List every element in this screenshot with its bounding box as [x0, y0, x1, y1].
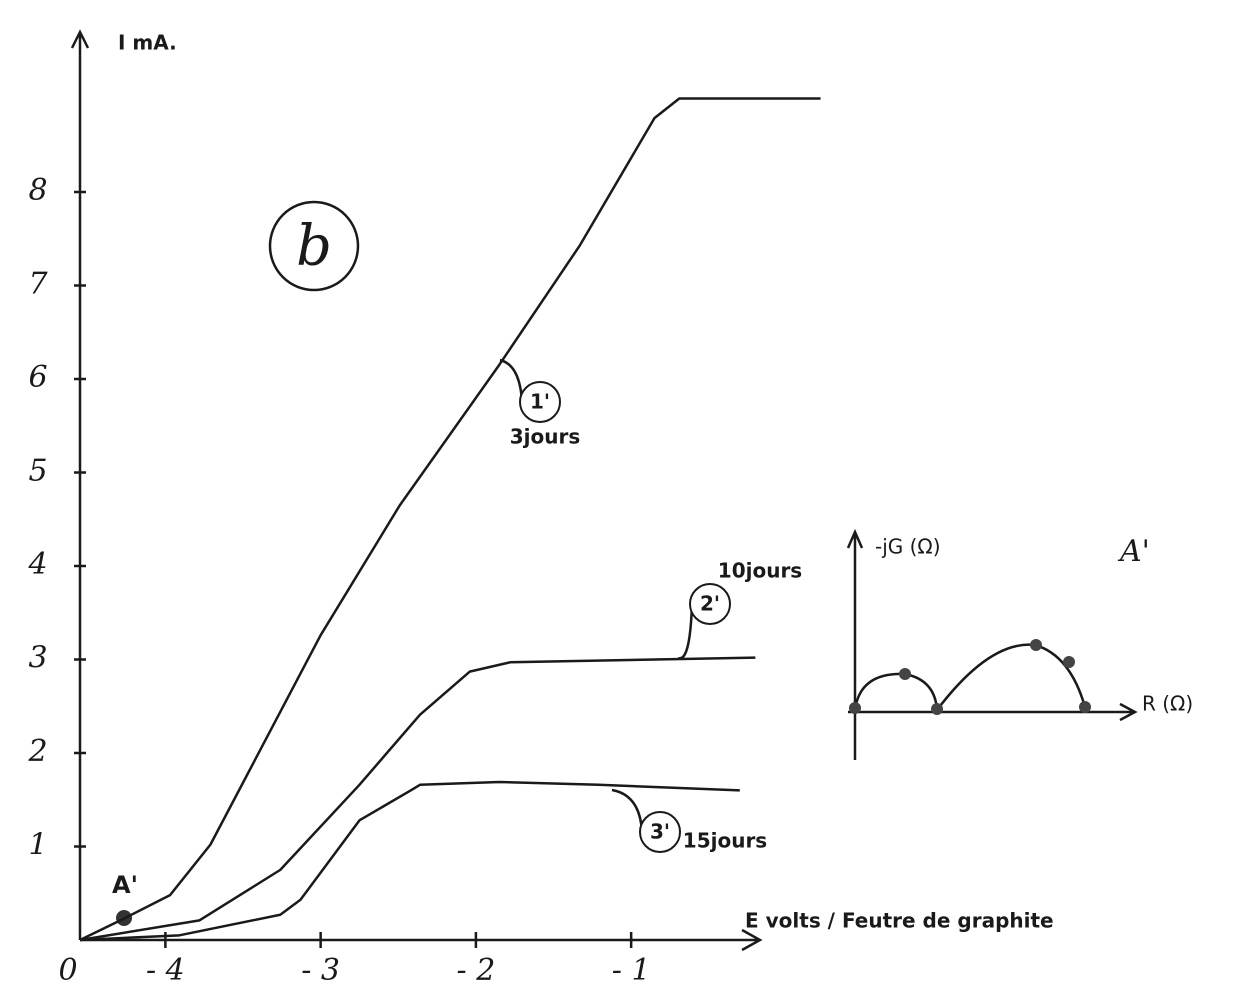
series-sublabel: 3jours: [510, 425, 581, 449]
label-circle: [689, 583, 731, 625]
inset-points: [849, 639, 1091, 715]
inset-x-axis: [848, 702, 1138, 722]
y-tick-label: 8: [28, 173, 47, 208]
x-tick-label: - 1: [612, 953, 651, 988]
x-tick-label: - 3: [301, 953, 340, 988]
y-tick-label: 6: [28, 360, 47, 395]
inset-y-axis: [846, 528, 864, 760]
y-tick-label: 5: [28, 454, 47, 489]
y-tick-label: 1: [28, 828, 47, 863]
curve: [79, 97, 821, 942]
y-tick-label: 7: [28, 267, 48, 302]
inset-title: A': [1117, 534, 1150, 569]
y-tick-label: 2: [27, 734, 47, 769]
label-circle: [519, 381, 561, 423]
y-tick-label: 3: [28, 641, 47, 676]
point-label: A': [112, 871, 138, 899]
inset: -jG (Ω) R (Ω) A': [846, 528, 1193, 760]
x-tick-label: - 2: [457, 953, 496, 988]
series-label: 2': [700, 592, 720, 616]
leader-line: [611, 788, 644, 833]
y-axis-label: I mA.: [118, 31, 177, 55]
series-sublabel: 10jours: [718, 559, 802, 583]
x-axis: [80, 928, 763, 952]
leader-line: [677, 603, 694, 660]
x-axis-label: E volts / Feutre de graphite: [745, 909, 1054, 933]
leader-line: [499, 358, 524, 403]
curve: [79, 656, 756, 942]
y-tick-label: 4: [27, 547, 47, 582]
origin-label: 0: [58, 953, 77, 988]
panel-circle: [268, 200, 360, 292]
x-tick-label: - 4: [146, 953, 185, 988]
series-sublabel: 15jours: [683, 829, 767, 853]
inset-x-label: R (Ω): [1142, 692, 1193, 716]
label-circle: [639, 811, 681, 853]
panel-label: b: [296, 214, 332, 279]
curve: [79, 780, 740, 942]
y-axis: [70, 29, 90, 940]
inset-y-label: -jG (Ω): [875, 535, 941, 559]
inset-curve: [853, 643, 1087, 712]
series-label: 3': [650, 820, 670, 844]
series-label: 1': [530, 390, 550, 414]
